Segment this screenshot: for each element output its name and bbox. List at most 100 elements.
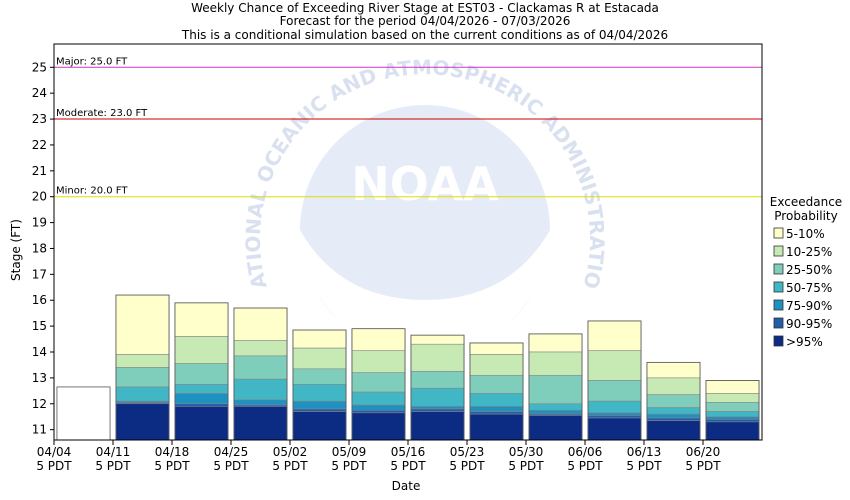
- bar-05-16-band-3: [410, 387, 465, 407]
- y-tick-label-14: 14: [32, 345, 47, 359]
- bar-05-23-band-1: [469, 354, 524, 376]
- x-tick-time-10: 5 PDT: [626, 459, 662, 473]
- x-tick-date-4: 05/02: [273, 445, 308, 459]
- x-tick-date-11: 06/20: [686, 445, 721, 459]
- x-tick-time-2: 5 PDT: [154, 459, 190, 473]
- x-tick-date-6: 05/16: [391, 445, 426, 459]
- legend-title-line-0: Exceedance: [770, 195, 842, 209]
- bar-04-11-band-6: [115, 403, 170, 441]
- legend-swatch-1: [773, 245, 784, 257]
- legend-swatch-5: [773, 317, 784, 329]
- bar-05-02-band-0: [292, 329, 347, 349]
- bar-04-18-band-3: [174, 384, 229, 394]
- threshold-lines: Major: 25.0 FT Moderate: 23.0 FT Minor: 20…: [54, 56, 762, 198]
- bar-04-18-band-6: [174, 406, 229, 441]
- legend-swatch-6: [773, 335, 784, 347]
- bar-05-30-band-4: [528, 409, 583, 415]
- bar-05-09-band-1: [351, 350, 406, 374]
- bar-05-09-band-4: [351, 404, 406, 411]
- bar-05-23-band-5: [469, 411, 524, 415]
- y-tick-label-15: 15: [32, 319, 47, 333]
- x-tick-date-0: 04/04: [37, 445, 72, 459]
- legend-swatch-2: [773, 263, 784, 275]
- bar-05-16-band-1: [410, 343, 465, 372]
- exceedance-bars: [56, 294, 760, 441]
- bar-06-06-band-6: [587, 417, 642, 441]
- chart-title-line-2: Forecast for the period 04/04/2026 - 07/…: [280, 14, 571, 28]
- bar-04-25-band-1: [233, 340, 288, 357]
- y-tick-label-25: 25: [32, 60, 47, 74]
- bar-05-09-band-6: [351, 412, 406, 441]
- bar-06-20-band-3: [705, 411, 760, 418]
- bar-06-06-band-3: [587, 400, 642, 414]
- bar-06-13-band-1: [646, 377, 701, 396]
- bar-05-09-band-2: [351, 372, 406, 393]
- y-tick-label-24: 24: [32, 86, 47, 100]
- bar-06-06-band-1: [587, 350, 642, 381]
- bar-05-02-band-3: [292, 384, 347, 402]
- bar-05-23-band-0: [469, 342, 524, 355]
- legend-swatch-0: [773, 227, 784, 239]
- bar-06-13-band-2: [646, 394, 701, 408]
- bar-04-11-band-1: [115, 354, 170, 368]
- y-tick-label-19: 19: [32, 216, 47, 230]
- bar-06-06-band-4: [587, 412, 642, 416]
- y-tick-label-21: 21: [32, 164, 47, 178]
- legend-label-0: 5-10%: [786, 227, 825, 241]
- x-tick-time-11: 5 PDT: [685, 459, 721, 473]
- x-tick-time-4: 5 PDT: [272, 459, 308, 473]
- bar-06-20-band-0: [705, 380, 760, 394]
- x-tick-time-9: 5 PDT: [567, 459, 603, 473]
- noaa-watermark-disc: [300, 105, 550, 355]
- bar-06-20-band-2: [705, 402, 760, 412]
- bar-04-25-band-2: [233, 355, 288, 380]
- x-tick-date-7: 05/23: [450, 445, 485, 459]
- y-axis-title: Stage (FT): [9, 219, 23, 281]
- bar-04-18-band-5: [174, 403, 229, 407]
- x-tick-date-3: 04/25: [214, 445, 249, 459]
- x-tick-time-8: 5 PDT: [508, 459, 544, 473]
- legend-label-4: 75-90%: [786, 299, 832, 313]
- x-tick-time-6: 5 PDT: [390, 459, 426, 473]
- bar-04-25-band-0: [233, 307, 288, 341]
- x-tick-time-3: 5 PDT: [213, 459, 249, 473]
- bar-04-18-band-0: [174, 302, 229, 337]
- x-tick-date-1: 04/11: [96, 445, 131, 459]
- y-tick-label-17: 17: [32, 267, 47, 281]
- legend-label-2: 25-50%: [786, 263, 832, 277]
- bar-05-23-band-2: [469, 374, 524, 394]
- bar-05-16-band-6: [410, 411, 465, 441]
- bar-05-02-band-2: [292, 368, 347, 385]
- bar-04-18-band-4: [174, 393, 229, 405]
- bar-04-18-band-2: [174, 363, 229, 385]
- bar-06-20-band-4: [705, 416, 760, 420]
- bar-05-09-band-3: [351, 391, 406, 406]
- bar-06-13-band-5: [646, 417, 701, 421]
- bar-04-25-band-4: [233, 399, 288, 406]
- bar-04-18-band-1: [174, 336, 229, 364]
- y-tick-label-16: 16: [32, 293, 47, 307]
- bar-05-09-band-0: [351, 328, 406, 352]
- bar-05-30-band-6: [528, 415, 583, 441]
- bar-06-06-band-5: [587, 415, 642, 419]
- legend-swatch-3: [773, 281, 784, 293]
- legend-title-line-1: Probability: [774, 209, 837, 223]
- legend-swatch-4: [773, 299, 784, 311]
- bar-06-13-band-6: [646, 420, 701, 441]
- bar-04-11-band-2: [115, 367, 170, 388]
- legend-label-3: 50-75%: [786, 281, 832, 295]
- x-tick-time-7: 5 PDT: [449, 459, 485, 473]
- x-tick-time-5: 5 PDT: [331, 459, 367, 473]
- bar-05-16-band-4: [410, 406, 465, 410]
- x-tick-date-2: 04/18: [155, 445, 190, 459]
- x-tick-time-1: 5 PDT: [95, 459, 131, 473]
- plot-area: [54, 44, 762, 440]
- y-tick-label-23: 23: [32, 112, 47, 126]
- bar-06-13-band-3: [646, 407, 701, 415]
- bar-05-23-band-4: [469, 406, 524, 412]
- bar-05-02-band-5: [292, 408, 347, 412]
- threshold-label-1: Moderate: 23.0 FT: [56, 108, 148, 119]
- bar-06-20-band-6: [705, 421, 760, 441]
